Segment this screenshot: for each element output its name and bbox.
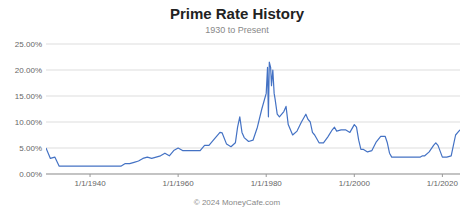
- grid-line: [46, 122, 460, 123]
- x-tick: [442, 174, 443, 177]
- x-tick-label: 1/1/2000: [339, 179, 371, 188]
- x-tick: [266, 174, 267, 177]
- chart: Prime Rate History 1930 to Present 0.00% 5.…: [0, 0, 474, 213]
- grid-line: [46, 44, 460, 45]
- grid-line: [46, 96, 460, 97]
- x-tick: [178, 174, 179, 177]
- grid-line: [46, 174, 460, 175]
- subtitle: 1930 to Present: [205, 25, 269, 35]
- y-tick-label: 25.00%: [15, 40, 42, 49]
- y-tick-label: 0.00%: [19, 170, 42, 179]
- y-tick-label: 15.00%: [15, 92, 42, 101]
- x-axis: [46, 174, 460, 175]
- grid-line: [46, 70, 460, 71]
- x-tick-label: 1/1/2020: [427, 179, 459, 188]
- x-tick-label: 1/1/1980: [251, 179, 283, 188]
- y-tick-label: 20.00%: [15, 66, 42, 75]
- footer: © 2024 MoneyCafe.com: [194, 198, 281, 207]
- y-tick-label: 5.00%: [19, 144, 42, 153]
- y-tick-label: 10.00%: [15, 118, 42, 127]
- x-tick-label: 1/1/1940: [74, 179, 106, 188]
- x-tick: [90, 174, 91, 177]
- line: [46, 62, 460, 166]
- grid: [46, 44, 460, 174]
- grid-line: [46, 148, 460, 149]
- x-tick-label: 1/1/1960: [163, 179, 195, 188]
- x-tick: [354, 174, 355, 177]
- title: Prime Rate History: [170, 5, 305, 22]
- plot-area: [46, 62, 460, 166]
